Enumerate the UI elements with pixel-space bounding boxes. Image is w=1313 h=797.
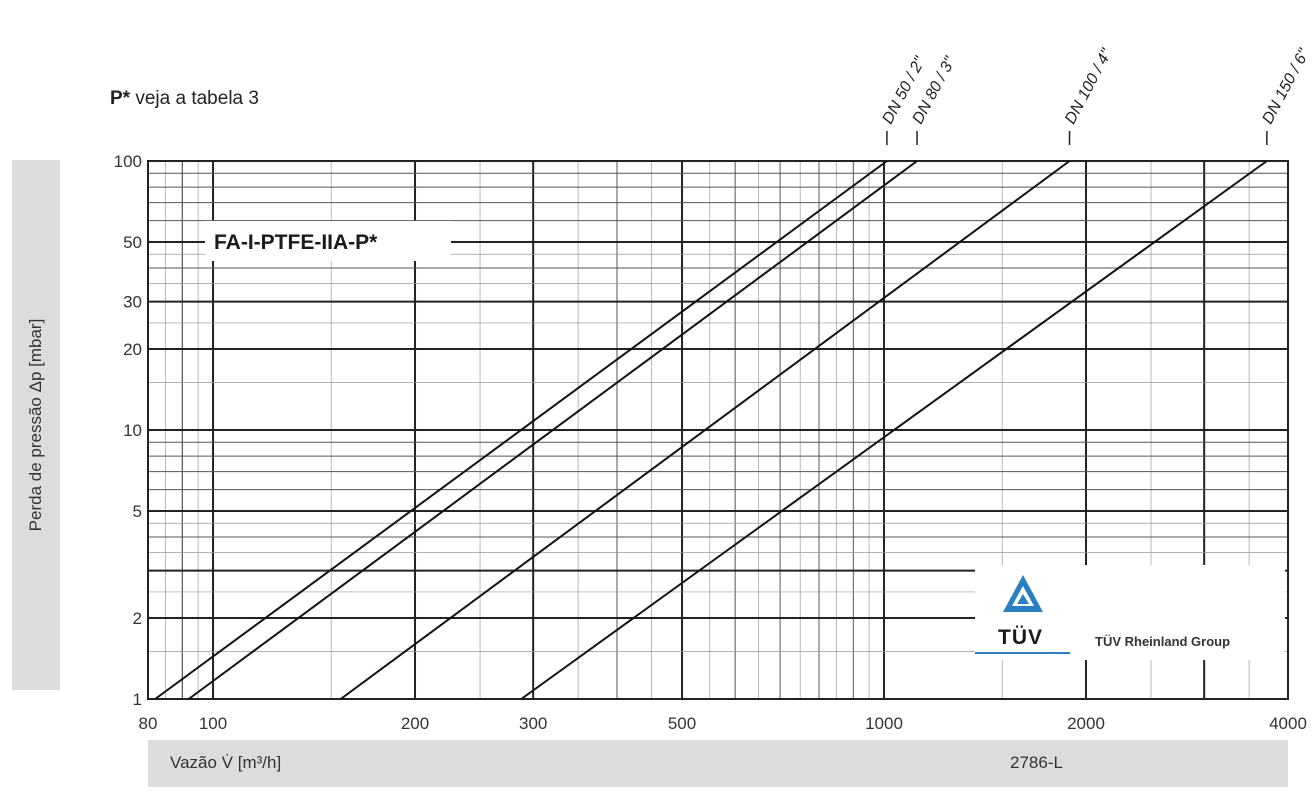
tuv-triangle-icon [1000, 572, 1046, 618]
x-tick-label: 200 [401, 714, 429, 733]
chart-title: FA-I-PTFE-IIA-P* [214, 231, 378, 254]
y-tick-label: 1 [133, 690, 142, 709]
y-tick-label: 100 [114, 152, 142, 171]
series-label: DN 100 / 4" [1062, 45, 1116, 127]
y-tick-label: 50 [123, 233, 142, 252]
y-tick-label: 5 [133, 502, 142, 521]
y-tick-label: 20 [123, 340, 142, 359]
series-label: DN 150 / 6" [1259, 45, 1313, 127]
tuv-logo-mark: TÜV [998, 626, 1043, 650]
chart-title-group: FA-I-PTFE-IIA-P* [205, 221, 451, 261]
x-tick-label: 500 [668, 714, 696, 733]
series-labels: DN 50 / 2"DN 80 / 3" DN 100 / 4" DN 150 / … [879, 45, 1313, 145]
x-tick-label: 1000 [865, 714, 903, 733]
x-tick-label: 80 [139, 714, 158, 733]
x-tick-label: 4000 [1269, 714, 1307, 733]
y-tick-label: 10 [123, 421, 142, 440]
x-tick-label: 2000 [1067, 714, 1105, 733]
x-tick-label: 300 [519, 714, 547, 733]
tuv-logo-underline [975, 652, 1070, 654]
tuv-group-text: TÜV Rheinland Group [1095, 634, 1230, 649]
y-tick-label: 30 [123, 293, 142, 312]
y-tick-label: 2 [133, 609, 142, 628]
x-tick-label: 100 [199, 714, 227, 733]
